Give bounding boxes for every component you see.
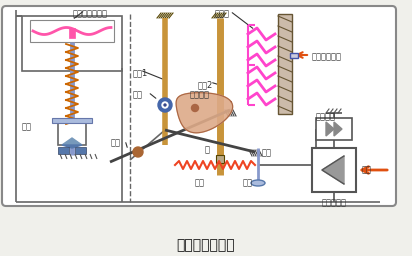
Text: 气动薄膜调节阀: 气动薄膜调节阀 (73, 9, 108, 18)
Bar (278, 14, 292, 114)
FancyBboxPatch shape (2, 6, 396, 206)
Circle shape (164, 104, 166, 106)
Circle shape (158, 98, 172, 112)
Ellipse shape (251, 180, 265, 186)
Text: 平板: 平板 (22, 122, 32, 131)
Text: 波纹管: 波纹管 (215, 9, 229, 18)
Polygon shape (326, 122, 334, 136)
Circle shape (162, 102, 168, 108)
Bar (58, 147, 69, 154)
Text: 气源: 气源 (362, 165, 372, 174)
Text: 气动阀门定位器: 气动阀门定位器 (177, 238, 235, 252)
Text: 偏心凸轮: 偏心凸轮 (190, 90, 210, 99)
Circle shape (133, 147, 143, 157)
Text: 气动放大器: 气动放大器 (321, 198, 346, 207)
Polygon shape (62, 145, 82, 148)
Polygon shape (62, 138, 82, 145)
Polygon shape (322, 156, 344, 184)
Circle shape (192, 104, 199, 112)
Text: 杠杆2: 杠杆2 (198, 80, 213, 89)
Bar (52, 118, 92, 123)
Text: 恒节流孔: 恒节流孔 (316, 112, 336, 121)
Text: 摆杆: 摆杆 (111, 138, 121, 147)
Text: 挡板: 挡板 (243, 178, 253, 187)
Bar (75, 147, 86, 154)
Bar (22, 16, 122, 71)
Polygon shape (176, 93, 233, 133)
Bar (216, 155, 224, 163)
Bar (312, 148, 356, 192)
Bar (316, 118, 352, 140)
Text: 喷嘴: 喷嘴 (262, 148, 272, 157)
Text: 弹簧: 弹簧 (195, 178, 205, 187)
Text: 杠杆1: 杠杆1 (133, 68, 148, 77)
Text: 滚轮: 滚轮 (133, 90, 143, 99)
Text: 轴: 轴 (205, 145, 210, 154)
Polygon shape (334, 122, 342, 136)
Bar (58, 123, 86, 145)
Bar (30, 20, 114, 42)
Text: 压力信号输入: 压力信号输入 (312, 52, 342, 61)
Bar (69, 28, 75, 38)
Bar (290, 53, 298, 58)
